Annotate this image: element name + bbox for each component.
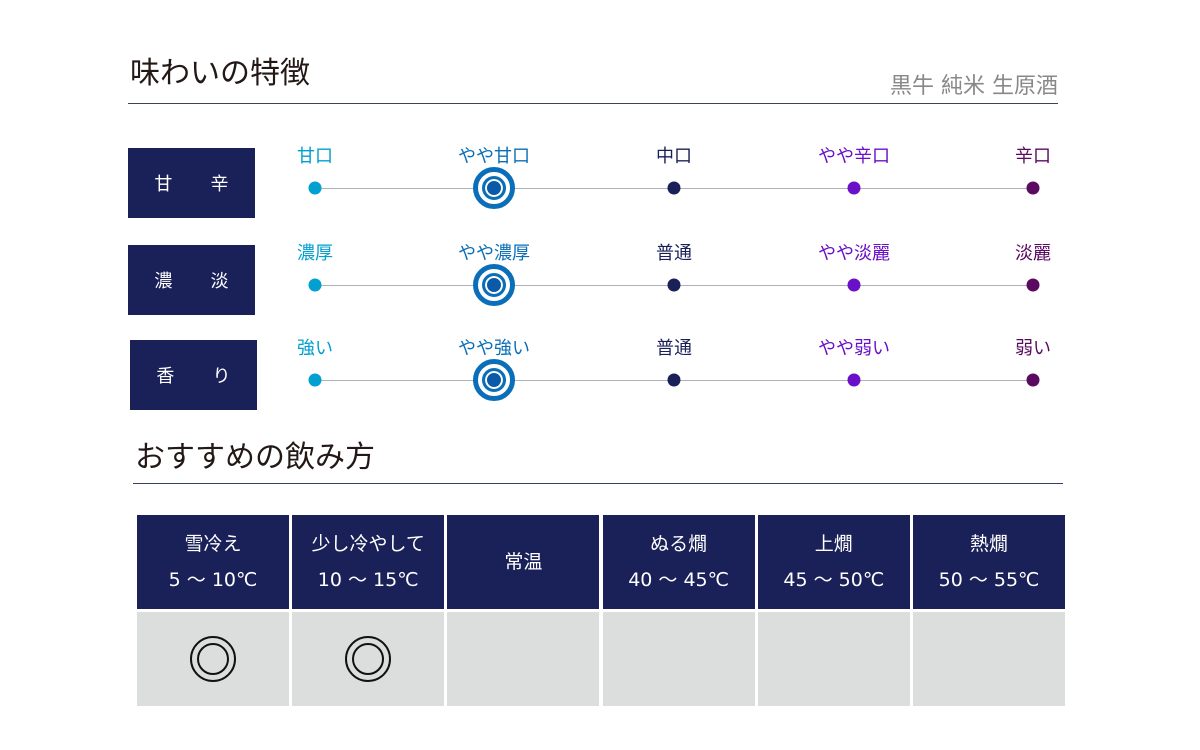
scale-dot xyxy=(667,278,681,292)
selected-marker xyxy=(473,167,515,209)
scale-dot xyxy=(308,373,322,387)
serving-name: 少し冷やして xyxy=(311,533,425,555)
serving-temp: 5 ～ 10℃ xyxy=(168,569,258,591)
scale-label: やや辛口 xyxy=(818,146,890,167)
serving-header: 上燗 45 ～ 50℃ xyxy=(757,515,910,609)
serving-cell xyxy=(757,612,910,706)
scale-dot xyxy=(667,181,681,195)
serving-header: 常温 xyxy=(447,515,600,609)
scale-label: やや弱い xyxy=(818,338,890,359)
scale-label: 中口 xyxy=(656,146,692,167)
product-name: 黒牛 純米 生原酒 xyxy=(890,74,1058,99)
serving-cell xyxy=(137,612,289,706)
scale-dot xyxy=(1026,278,1040,292)
serving-temp: 40 ～ 45℃ xyxy=(628,569,729,591)
serving-name: 雪冷え xyxy=(184,533,242,555)
taste-row-label: 甘 辛 xyxy=(128,148,255,218)
double-circle-icon xyxy=(345,636,392,682)
serving-header: 熱燗 50 ～ 55℃ xyxy=(913,515,1065,609)
serving-name: 上燗 xyxy=(814,533,853,555)
scale-label: 濃厚 xyxy=(297,243,333,264)
serving-header: ぬる燗 40 ～ 45℃ xyxy=(602,515,755,609)
scale-dot xyxy=(847,181,861,195)
scale-label: やや強い xyxy=(458,338,530,359)
scale-label: 甘口 xyxy=(297,146,333,167)
scale-dot xyxy=(847,373,861,387)
serving-name: 常温 xyxy=(504,551,543,573)
serving-header: 少し冷やして 10 ～ 15℃ xyxy=(292,515,445,609)
double-circle-icon xyxy=(190,636,236,682)
scale-label: 弱い xyxy=(1015,338,1051,359)
scale-label: 辛口 xyxy=(1015,146,1051,167)
divider xyxy=(128,103,1058,104)
scale-dot xyxy=(847,278,861,292)
serving-cell xyxy=(602,612,755,706)
serving-name: ぬる燗 xyxy=(650,533,708,555)
scale-label: 強い xyxy=(297,338,333,359)
scale-label: 普通 xyxy=(656,243,692,264)
scale-label: やや濃厚 xyxy=(458,243,530,264)
serving-title: おすすめの飲み方 xyxy=(135,440,375,475)
serving-temp: 45 ～ 50℃ xyxy=(783,569,885,591)
scale-label: やや甘口 xyxy=(458,146,530,167)
taste-row-label: 香 り xyxy=(130,340,257,410)
serving-cell xyxy=(913,612,1065,706)
scale-label: やや淡麗 xyxy=(818,243,890,264)
scale-dot xyxy=(667,373,681,387)
scale-label: 淡麗 xyxy=(1015,243,1051,264)
serving-name: 熱燗 xyxy=(969,533,1008,555)
scale-dot xyxy=(308,181,322,195)
scale-label: 普通 xyxy=(656,338,692,359)
scale-dot xyxy=(1026,181,1040,195)
serving-cell xyxy=(447,612,600,706)
taste-row-label: 濃 淡 xyxy=(128,245,255,315)
divider xyxy=(133,483,1063,484)
selected-marker xyxy=(473,359,515,401)
serving-cell xyxy=(292,612,445,706)
scale-dot xyxy=(308,278,322,292)
serving-header: 雪冷え 5 ～ 10℃ xyxy=(137,515,289,609)
serving-temp: 50 ～ 55℃ xyxy=(938,569,1040,591)
selected-marker xyxy=(473,264,515,306)
scale-dot xyxy=(1026,373,1040,387)
taste-title: 味わいの特徴 xyxy=(130,56,310,91)
serving-temp: 10 ～ 15℃ xyxy=(317,569,419,591)
